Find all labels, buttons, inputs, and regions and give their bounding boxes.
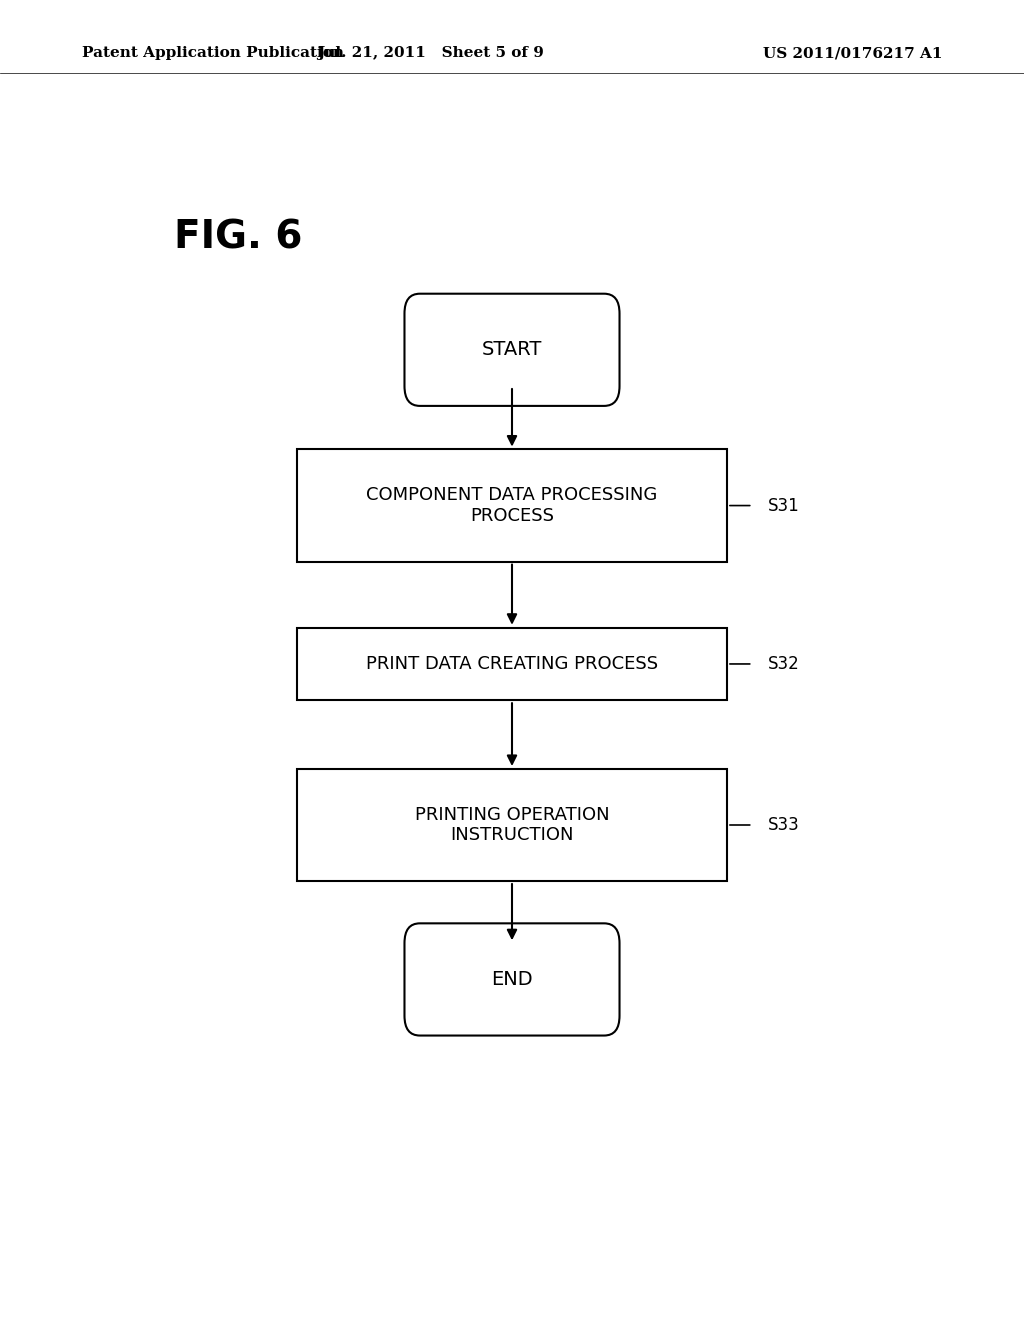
FancyBboxPatch shape — [297, 628, 727, 700]
FancyBboxPatch shape — [297, 768, 727, 882]
Text: S33: S33 — [768, 816, 800, 834]
Text: END: END — [492, 970, 532, 989]
Text: START: START — [482, 341, 542, 359]
Text: PRINTING OPERATION
INSTRUCTION: PRINTING OPERATION INSTRUCTION — [415, 805, 609, 845]
Text: FIG. 6: FIG. 6 — [174, 219, 302, 256]
Text: Patent Application Publication: Patent Application Publication — [82, 46, 344, 61]
Text: PRINT DATA CREATING PROCESS: PRINT DATA CREATING PROCESS — [366, 655, 658, 673]
Text: S32: S32 — [768, 655, 800, 673]
Text: S31: S31 — [768, 496, 800, 515]
FancyBboxPatch shape — [404, 294, 620, 407]
Text: Jul. 21, 2011   Sheet 5 of 9: Jul. 21, 2011 Sheet 5 of 9 — [316, 46, 544, 61]
FancyBboxPatch shape — [297, 449, 727, 562]
Text: COMPONENT DATA PROCESSING
PROCESS: COMPONENT DATA PROCESSING PROCESS — [367, 486, 657, 525]
Text: US 2011/0176217 A1: US 2011/0176217 A1 — [763, 46, 942, 61]
FancyBboxPatch shape — [404, 924, 620, 1035]
